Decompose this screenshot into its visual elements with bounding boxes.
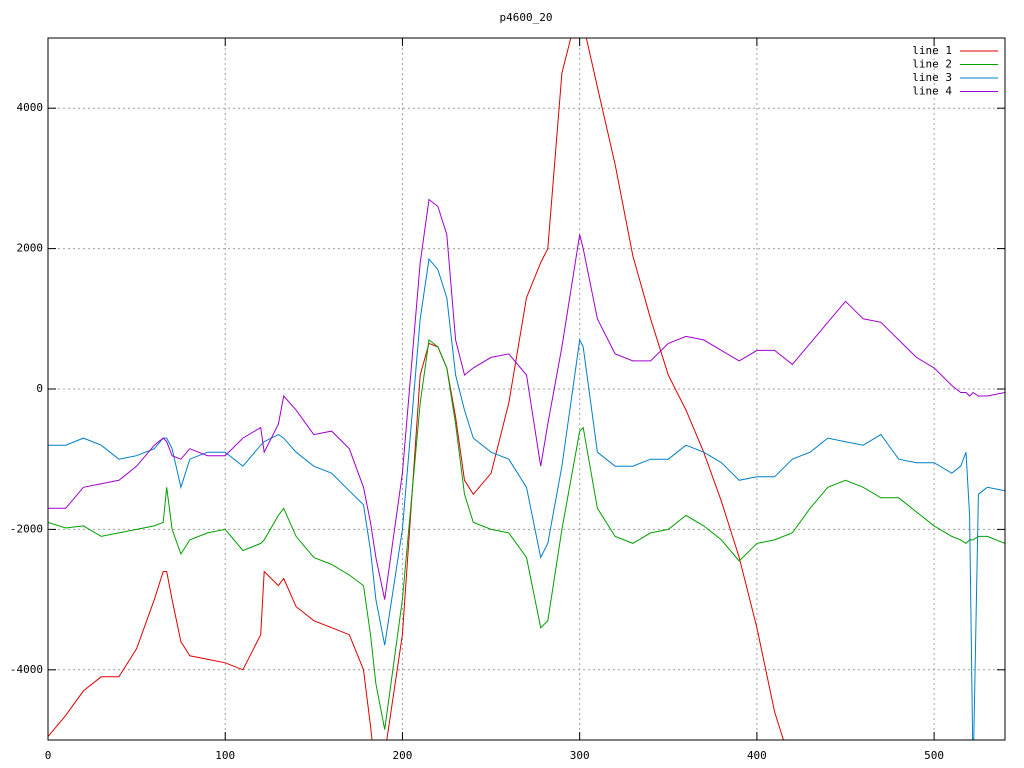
y-tick-label: 0 — [36, 382, 43, 395]
y-tick-label: 2000 — [17, 242, 44, 255]
chart-title: p4600_20 — [500, 11, 553, 24]
plot-area — [48, 38, 1005, 740]
data-line — [48, 38, 784, 740]
legend-label: line 3 — [912, 71, 952, 84]
x-tick-label: 300 — [570, 749, 590, 762]
legend-label: line 2 — [912, 58, 952, 71]
grid: -4000 -2000 0 2000 4000 0 100 200 300 400 500 — [10, 38, 1005, 762]
x-tick-label: 100 — [215, 749, 235, 762]
plot-border — [47, 37, 1006, 741]
y-tick-label: -2000 — [10, 522, 43, 535]
data-line — [48, 257, 1005, 740]
x-tick-label: 500 — [924, 749, 944, 762]
x-tick-label: 200 — [393, 749, 413, 762]
data-line — [48, 338, 1005, 730]
x-tick-label: 0 — [45, 749, 52, 762]
y-tick-label: 4000 — [17, 101, 44, 114]
legend-label: line 4 — [912, 85, 952, 98]
legend-label: line 1 — [912, 44, 952, 57]
x-tick-label: 400 — [747, 749, 767, 762]
y-tick-label: -4000 — [10, 663, 43, 676]
data-line — [48, 198, 1005, 600]
